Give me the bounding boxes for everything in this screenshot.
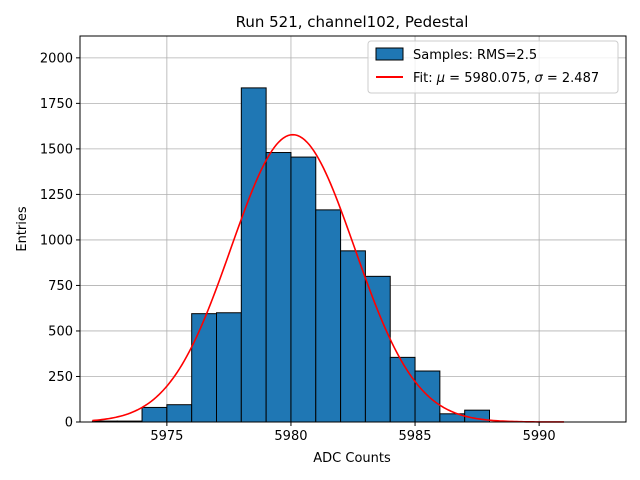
x-tick-label: 5975 xyxy=(150,429,183,444)
legend-samples-label: Samples: RMS=2.5 xyxy=(413,48,537,63)
histogram-bar xyxy=(315,209,342,423)
histogram-bar xyxy=(141,406,168,423)
histogram-bar xyxy=(216,312,242,423)
legend-fit-mu-value: = 5980.075, xyxy=(445,71,534,86)
x-axis-label: ADC Counts xyxy=(313,451,391,466)
legend-fit-sigma-value: = 2.487 xyxy=(543,71,599,86)
y-tick-label: 250 xyxy=(48,370,73,385)
x-axis-ticks: 5975 5980 5985 5990 xyxy=(150,422,556,444)
histogram-bar xyxy=(414,370,441,423)
y-tick-label: 1000 xyxy=(40,233,73,248)
histogram-bar xyxy=(364,275,391,423)
x-tick-label: 5980 xyxy=(274,429,307,444)
histogram-bars xyxy=(91,87,491,423)
y-axis-ticks: 0 250 500 750 1000 1250 1500 1750 2000 xyxy=(40,51,80,431)
legend-fit-mu-symbol: μ xyxy=(436,71,445,86)
y-tick-label: 1750 xyxy=(40,97,73,112)
histogram-bar xyxy=(290,156,317,423)
y-tick-label: 500 xyxy=(48,324,73,339)
legend: Samples: RMS=2.5 Fit: μ = 5980.075, σ = … xyxy=(367,40,619,94)
histogram-bar xyxy=(191,313,218,423)
y-axis-label: Entries xyxy=(15,206,30,252)
x-tick-label: 5990 xyxy=(523,429,556,444)
plot-frame xyxy=(79,35,627,423)
chart-title: Run 521, channel102, Pedestal xyxy=(236,13,469,31)
legend-bar-swatch xyxy=(375,47,404,61)
histogram-bar xyxy=(389,356,416,423)
histogram-bar xyxy=(240,87,267,423)
y-tick-label: 750 xyxy=(48,279,73,294)
histogram-bar xyxy=(166,404,193,423)
histogram-bar xyxy=(340,250,366,423)
x-tick-label: 5985 xyxy=(398,429,431,444)
histogram-bar xyxy=(265,152,292,423)
legend-fit-prefix: Fit: xyxy=(413,71,437,86)
y-tick-label: 1250 xyxy=(40,188,73,203)
y-tick-label: 0 xyxy=(65,416,73,431)
legend-fit-label: Fit: μ = 5980.075, σ = 2.487 xyxy=(413,71,599,86)
legend-fit-sigma-symbol: σ xyxy=(535,71,544,86)
y-tick-label: 1500 xyxy=(40,142,73,157)
y-tick-label: 2000 xyxy=(40,51,73,66)
gaussian-fit-curve xyxy=(92,133,564,423)
legend-box xyxy=(367,40,619,94)
fit-curve-layer xyxy=(92,133,564,423)
